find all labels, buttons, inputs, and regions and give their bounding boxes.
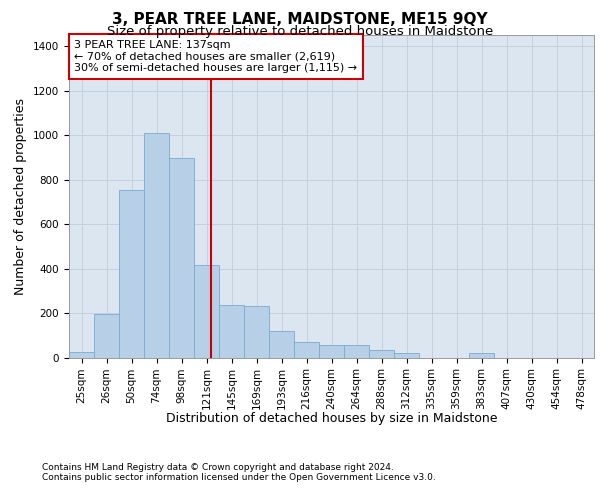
Bar bbox=[269, 331, 294, 357]
Bar bbox=[144, 133, 169, 358]
Text: Size of property relative to detached houses in Maidstone: Size of property relative to detached ho… bbox=[107, 25, 493, 38]
Text: Contains public sector information licensed under the Open Government Licence v3: Contains public sector information licen… bbox=[42, 472, 436, 482]
Text: 3, PEAR TREE LANE, MAIDSTONE, ME15 9QY: 3, PEAR TREE LANE, MAIDSTONE, ME15 9QY bbox=[112, 12, 488, 28]
Bar bbox=[169, 158, 194, 358]
Bar bbox=[219, 305, 244, 358]
Bar bbox=[119, 190, 144, 358]
X-axis label: Distribution of detached houses by size in Maidstone: Distribution of detached houses by size … bbox=[166, 412, 497, 425]
Bar bbox=[69, 352, 94, 358]
Bar bbox=[319, 346, 344, 358]
Bar bbox=[294, 342, 319, 357]
Bar bbox=[94, 314, 119, 358]
Bar bbox=[244, 306, 269, 358]
Y-axis label: Number of detached properties: Number of detached properties bbox=[14, 98, 28, 294]
Bar bbox=[469, 353, 494, 358]
Text: 3 PEAR TREE LANE: 137sqm
← 70% of detached houses are smaller (2,619)
30% of sem: 3 PEAR TREE LANE: 137sqm ← 70% of detach… bbox=[74, 40, 358, 73]
Bar bbox=[394, 353, 419, 358]
Bar bbox=[194, 265, 219, 358]
Bar bbox=[369, 350, 394, 358]
Bar bbox=[344, 346, 369, 358]
Text: Contains HM Land Registry data © Crown copyright and database right 2024.: Contains HM Land Registry data © Crown c… bbox=[42, 462, 394, 471]
